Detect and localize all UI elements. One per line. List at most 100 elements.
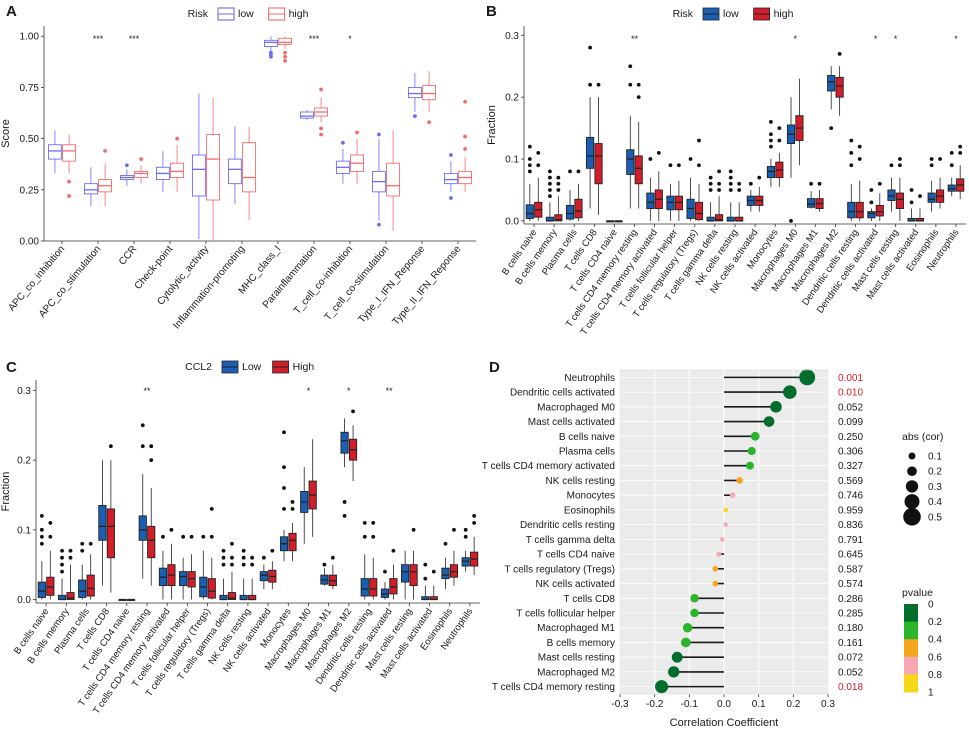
outlier-point [319, 126, 323, 131]
outlier-point [161, 534, 165, 539]
box-body [66, 592, 75, 600]
cell-label: B cells naive [559, 432, 616, 443]
outlier-point [283, 54, 287, 59]
box-low [586, 45, 595, 209]
legend: CCL2 Low High [185, 360, 314, 374]
box-high [956, 144, 965, 200]
outlier-point [728, 188, 733, 192]
outlier-point [769, 132, 773, 137]
x-tick-label: Type_I_IFN_Reponse [356, 244, 427, 326]
outlier-point [869, 200, 874, 205]
box-high [422, 71, 437, 125]
outlier-point [918, 194, 922, 199]
box-high [674, 163, 683, 221]
outlier-point [548, 169, 552, 174]
lollipop-row: T cells follicular helper 0.285 [516, 609, 863, 620]
outlier-point [377, 132, 381, 137]
outlier-point [139, 157, 143, 161]
outlier-point [282, 430, 286, 435]
box-high [206, 97, 221, 241]
outlier-point [241, 555, 246, 560]
outlier-point [737, 188, 742, 192]
x-tick-label: Type_II_IFN_Reponse [391, 244, 464, 328]
box-body [646, 192, 655, 209]
legend-key-high: high [268, 7, 309, 21]
outlier-point [463, 134, 467, 139]
cell-label: Dendritic cells resting [520, 520, 615, 531]
box-high [594, 82, 603, 215]
outlier-point [371, 534, 376, 539]
outlier-point [67, 179, 71, 184]
outlier-point [789, 219, 793, 223]
outlier-point [330, 555, 335, 560]
box-low [138, 423, 147, 579]
box-low [666, 163, 675, 221]
box-low [461, 527, 470, 572]
lollipop-point [746, 461, 754, 470]
lollipop-row: Neutrophils 0.001 [564, 369, 863, 386]
box-low [847, 138, 856, 221]
y-axis-title: Fraction [0, 472, 12, 512]
box-high [875, 181, 884, 221]
y-tick-label: 0.0 [17, 595, 31, 606]
cell-label: Dendritic cells activated [510, 388, 615, 399]
y-tick-label: 0.50 [20, 134, 40, 145]
outlier-point [250, 555, 255, 560]
box-high [654, 150, 663, 221]
lollipop-row: T cells CD4 memory activated 0.327 [482, 461, 864, 472]
outlier-point [536, 150, 541, 155]
outlier-point [556, 188, 561, 192]
pvalue-legend-swatch [904, 656, 918, 675]
box-body [422, 84, 437, 101]
box-low [57, 548, 67, 601]
outlier-point [427, 120, 431, 125]
significance-marker: * [894, 34, 898, 44]
lollipop-row: T cells gamma delta 0.791 [526, 535, 864, 546]
box-high [348, 409, 358, 482]
lollipop-row: B cells naive 0.250 [559, 432, 864, 443]
significance-marker: * [307, 386, 311, 396]
box-body [461, 557, 470, 567]
legend: Risk low high [673, 7, 794, 21]
lollipop-point [716, 551, 722, 557]
outlier-point [536, 163, 541, 168]
outlier-point [958, 150, 963, 155]
outlier-point [777, 126, 782, 130]
outlier-point [697, 163, 701, 168]
pvalue-label: 0.327 [838, 461, 863, 472]
box-low [766, 120, 775, 187]
y-tick-label: 0.1 [17, 525, 31, 536]
outlier-point [342, 513, 347, 518]
box-body [207, 578, 216, 599]
box-body [586, 136, 595, 169]
box-low [827, 66, 836, 130]
box-body [37, 581, 46, 598]
box-low [421, 562, 430, 601]
outlier-point [636, 82, 641, 87]
outlier-point [282, 507, 286, 511]
legend-label: low [723, 8, 739, 20]
box-body [288, 532, 297, 552]
box-low [401, 550, 410, 600]
box-high [369, 520, 378, 600]
box-high [409, 527, 418, 600]
pvalue-legend-label: 0.4 [928, 635, 942, 646]
outlier-point [189, 534, 194, 539]
lollipop-point [763, 416, 775, 427]
lollipop-row: B cells memory 0.161 [547, 637, 863, 649]
box-body [634, 155, 643, 185]
lollipop-point [799, 369, 816, 386]
outlier-point [708, 188, 713, 192]
outlier-point [568, 169, 572, 174]
outlier-point [588, 82, 593, 87]
outlier-point [209, 507, 214, 511]
outlier-point [548, 175, 552, 180]
outlier-point [282, 465, 286, 470]
panel-d-letter: D [489, 359, 500, 376]
box-low [239, 548, 248, 601]
pvalue-label: 0.286 [838, 594, 863, 605]
pvalue-label: 0.569 [838, 476, 863, 487]
x-tick-label: T_cell_co-stimulation [322, 244, 391, 323]
outlier-point [221, 548, 226, 553]
lollipop-row: Mast cells resting 0.072 [538, 651, 863, 664]
